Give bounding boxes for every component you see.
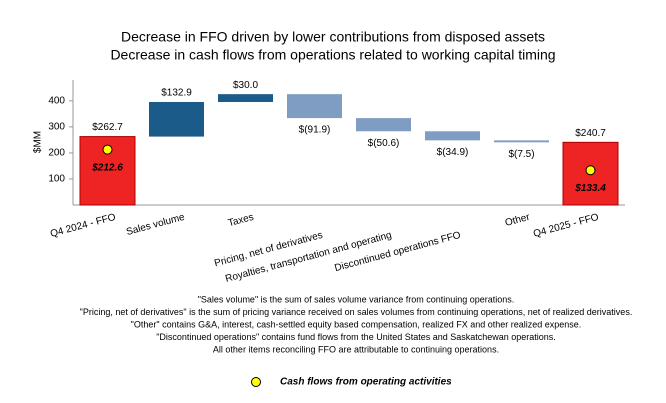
bar	[149, 101, 204, 137]
value-label: $(91.9)	[299, 125, 331, 136]
y-tick-label: 300	[48, 122, 65, 133]
y-tick-label: 400	[48, 95, 65, 106]
chart-title: Decrease in FFO driven by lower contribu…	[121, 29, 545, 45]
footnote: "Pricing, net of derivatives" is the sum…	[80, 307, 633, 317]
x-tick-label: Taxes	[227, 212, 255, 229]
marker	[102, 144, 113, 155]
x-tick-label: Q4 2024 - FFO	[49, 212, 117, 240]
bar	[287, 94, 342, 119]
bar	[218, 94, 273, 102]
footnote: "Discontinued operations" contains fund …	[156, 332, 556, 342]
x-tick-label: Q4 2025 - FFO	[532, 212, 600, 240]
bar	[494, 140, 549, 143]
value-label: $240.7	[575, 128, 606, 139]
y-axis-label: $MM	[33, 131, 44, 153]
value-label: $(7.5)	[508, 149, 534, 160]
y-tick-label: 200	[48, 148, 65, 159]
legend-marker	[251, 377, 261, 387]
legend-label: Cash flows from operating activities	[280, 377, 452, 388]
marker	[585, 165, 596, 176]
footnote: All other items reconciling FFO are attr…	[213, 344, 499, 354]
footnote: "Other" contains G&A, interest, cash-set…	[131, 319, 582, 329]
bar	[356, 118, 411, 132]
bar	[425, 131, 480, 141]
marker-label: $212.6	[91, 162, 123, 173]
footnote: "Sales volume" is the sum of sales volum…	[198, 294, 515, 304]
x-tick-label: Other	[504, 212, 532, 229]
y-tick-label: 100	[48, 174, 65, 185]
value-label: $(50.6)	[368, 138, 400, 149]
chart-subtitle: Decrease in cash flows from operations r…	[110, 47, 555, 63]
value-label: $(34.9)	[437, 147, 469, 158]
marker-label: $133.4	[574, 183, 606, 194]
value-label: $132.9	[161, 88, 192, 99]
value-label: $30.0	[233, 80, 258, 91]
x-tick-label: Sales volume	[125, 212, 186, 238]
value-label: $262.7	[92, 122, 123, 133]
x-tick-label: Discontinued operations FFO	[333, 230, 462, 274]
